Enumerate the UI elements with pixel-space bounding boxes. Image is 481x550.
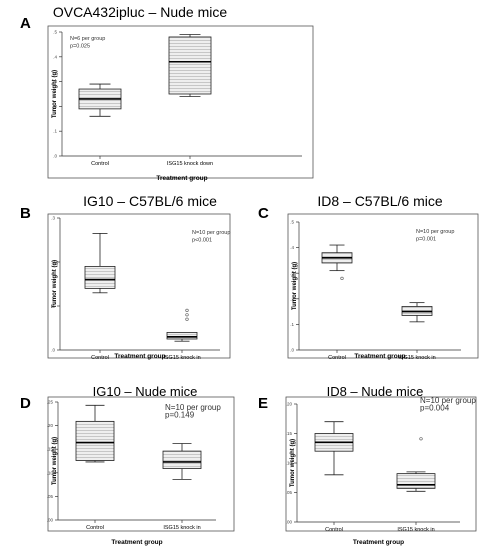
x-axis-label: Treatment group	[156, 175, 207, 182]
y-tick-label: .0	[290, 348, 294, 353]
y-tick-label: .1	[51, 304, 55, 309]
y-tick-label: .1	[53, 129, 57, 134]
y-tick-label: .0	[51, 348, 55, 353]
chart-title: ID8 – Nude mice	[327, 384, 424, 399]
panel-A: A OVCA432ipluc – Nude mice .0 .1 .2 .3 .4 .5 Tum…	[20, 4, 314, 182]
x-tick-label: ISG15 knock in	[398, 355, 435, 361]
y-tick-label: .10	[47, 470, 54, 475]
iqr-box	[75, 420, 115, 461]
y-tick-label: .10	[286, 461, 293, 466]
y-axis-label: Tumor weight (g)	[52, 70, 58, 118]
y-tick-label: .05	[47, 494, 54, 499]
plot-frame	[47, 213, 231, 359]
stats-annotation: p=0.149	[165, 411, 195, 420]
plot-frame	[47, 25, 314, 179]
x-tick-label: ISG15 knock down	[167, 161, 213, 167]
panel-label: D	[20, 395, 31, 412]
y-tick-label: .3	[53, 79, 57, 84]
x-tick-label: Control	[325, 527, 343, 533]
stats-annotation: p=0.004	[420, 404, 450, 413]
y-tick-label: .2	[290, 296, 294, 301]
iqr-box	[168, 36, 212, 95]
plot-frame	[285, 396, 477, 532]
y-tick-label: .4	[53, 54, 57, 59]
y-tick-label: .5	[290, 220, 294, 225]
plot-frame	[287, 213, 479, 359]
stats-annotation: N=10 per group	[192, 230, 230, 236]
x-axis-label: Treatment group	[353, 539, 404, 546]
x-axis-label: Treatment group	[114, 353, 165, 360]
iqr-box	[84, 265, 116, 289]
chart-title: IG10 – C57BL/6 mice	[83, 193, 217, 209]
y-tick-label: .25	[47, 400, 54, 405]
x-tick-label: Control	[91, 161, 109, 167]
box-control: Control	[75, 404, 115, 531]
box-control: Control	[78, 83, 122, 167]
panel-B: B IG10 – C57BL/6 mice .0 .1 .2 .3 Tumor weight…	[20, 193, 231, 361]
box-treatment: ISG15 knock in	[396, 437, 436, 533]
box-treatment: ISG15 knock in	[162, 443, 202, 531]
x-tick-label: Control	[328, 355, 346, 361]
y-tick-label: .20	[286, 402, 293, 407]
box-control: Control	[84, 232, 116, 361]
chart-title: OVCA432ipluc – Nude mice	[53, 4, 228, 20]
stats-annotation: N=10 per group	[416, 229, 454, 235]
y-tick-label: .2	[53, 104, 57, 109]
plot-frame	[47, 396, 235, 532]
panel-D: D IG10 – Nude mice .00 .05 .10 .15 .20 .25 Tumor…	[20, 384, 235, 546]
stats-annotation: N=10 per group	[420, 396, 476, 405]
y-tick-label: .5	[53, 30, 57, 35]
iqr-box	[166, 331, 198, 340]
x-tick-label: ISG15 knock in	[163, 355, 200, 361]
box-treatment: ISG15 knock in	[398, 302, 436, 361]
panel-E: E ID8 – Nude mice .00 .05 .10 .15 .20 Tumor wei…	[258, 384, 477, 546]
outlier-point	[419, 437, 423, 441]
box-treatment: ISG15 knock in	[163, 308, 201, 361]
stats-annotation: p=0.001	[416, 237, 436, 243]
panel-C: C ID8 – C57BL/6 mice .0 .1 .2 .3 .4 .5 Tumor wei…	[258, 193, 479, 361]
stats-annotation: p=0.025	[70, 44, 90, 50]
y-tick-label: .4	[290, 245, 294, 250]
iqr-box	[396, 473, 436, 489]
y-tick-label: .15	[47, 447, 54, 452]
panel-label: A	[20, 15, 31, 32]
y-tick-label: .20	[47, 423, 54, 428]
outlier-point	[340, 276, 344, 280]
y-axis-label: Tumor weight (g)	[292, 262, 298, 310]
y-axis-label: Tumor weight (g)	[52, 437, 58, 485]
y-tick-label: .0	[53, 154, 57, 159]
y-tick-label: .05	[286, 490, 293, 495]
box-treatment: ISG15 knock down	[167, 34, 213, 167]
x-tick-label: Control	[91, 355, 109, 361]
x-tick-label: ISG15 knock in	[397, 527, 434, 533]
box-control: Control	[321, 244, 353, 361]
x-tick-label: ISG15 knock in	[163, 525, 200, 531]
chart-title: IG10 – Nude mice	[93, 384, 198, 399]
stats-annotation: N=10 per group	[165, 403, 221, 412]
x-axis-label: Treatment group	[354, 353, 405, 360]
y-tick-label: .00	[286, 520, 293, 525]
box-control: Control	[314, 421, 354, 533]
x-axis-label: Treatment group	[111, 539, 162, 546]
stats-annotation: N=6 per group	[70, 36, 105, 42]
panel-label: B	[20, 205, 31, 222]
panel-label: E	[258, 395, 268, 412]
y-axis-label: Tumor weight (g)	[290, 439, 296, 487]
y-tick-label: .1	[290, 322, 294, 327]
stats-annotation: p<0.001	[192, 238, 212, 244]
x-tick-label: Control	[86, 525, 104, 531]
panel-label: C	[258, 205, 269, 222]
outlier-point	[185, 317, 189, 321]
outlier-point	[185, 308, 189, 313]
y-axis-label: Tumor weight (g)	[52, 260, 58, 308]
chart-title: ID8 – C57BL/6 mice	[317, 193, 442, 209]
y-tick-label: .00	[47, 518, 54, 523]
y-tick-label: .15	[286, 431, 293, 436]
y-tick-label: .3	[51, 216, 55, 221]
y-tick-label: .2	[51, 260, 55, 265]
y-tick-label: .3	[290, 271, 294, 276]
iqr-box	[162, 450, 202, 469]
outlier-point	[185, 313, 189, 317]
